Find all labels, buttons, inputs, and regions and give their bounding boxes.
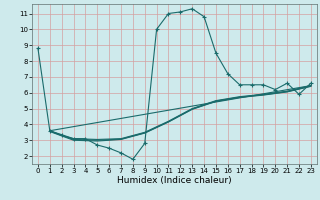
X-axis label: Humidex (Indice chaleur): Humidex (Indice chaleur) (117, 176, 232, 185)
